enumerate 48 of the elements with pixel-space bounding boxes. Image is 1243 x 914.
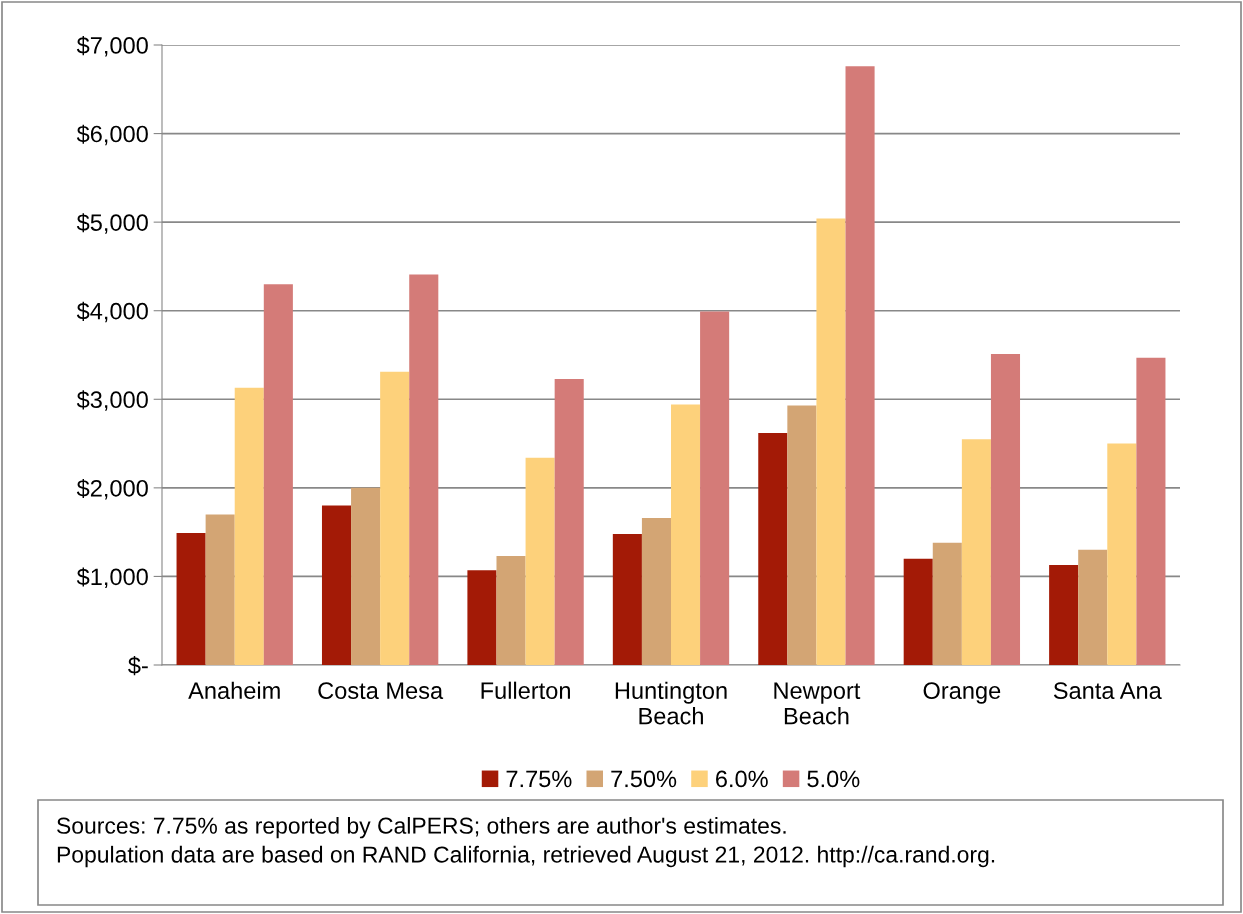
bar: [380, 371, 410, 665]
bar: [1078, 549, 1108, 665]
bar: [612, 533, 642, 665]
x-tick-label: Huntington Beach: [615, 681, 727, 725]
bar: [176, 533, 206, 665]
bar: [932, 542, 962, 665]
bar: [1107, 443, 1137, 665]
bar: [351, 487, 381, 665]
bar: [671, 404, 701, 665]
x-tick-label: Orange: [923, 682, 1001, 704]
legend-label: 7.50%: [611, 770, 677, 788]
y-tick-label: $1,000: [76, 567, 148, 589]
y-tick-label: $2,000: [76, 478, 148, 500]
bar: [554, 378, 584, 665]
x-tick-label: Fullerton: [481, 681, 570, 700]
bar: [1049, 564, 1079, 665]
legend-label: 7.75%: [506, 770, 572, 788]
bar: [321, 505, 352, 665]
bar: [467, 570, 497, 665]
legend-label: 5.0%: [807, 770, 860, 788]
y-tick-label: $-: [128, 656, 148, 676]
bar: [990, 354, 1021, 665]
bar: [787, 405, 817, 665]
y-tick-label: $6,000: [76, 124, 148, 146]
y-tick-label: $4,000: [76, 301, 148, 323]
bar: [816, 218, 846, 665]
x-tick-label: Anaheim: [188, 681, 280, 700]
bar: [758, 432, 788, 665]
bar: [1136, 357, 1166, 665]
bar: [409, 274, 439, 665]
x-tick-label: Newport Beach: [774, 682, 861, 725]
y-tick-label: $5,000: [76, 213, 148, 234]
source-note: Sources: 7.75% as reported by CalPERS; others are author's estimates. Population data are based on RAND California, retrieved August 21, 2012. http://ca.rand.org.: [57, 817, 995, 868]
bar: [525, 457, 555, 665]
bar: [263, 284, 293, 665]
y-tick-label: $3,000: [76, 390, 148, 411]
bar: [845, 66, 875, 665]
x-tick-label: Costa Mesa: [318, 682, 444, 700]
bar: [903, 558, 933, 665]
bar: [496, 556, 526, 665]
x-tick-label: Santa Ana: [1053, 682, 1162, 700]
legend-label: 6.0%: [716, 770, 768, 788]
bar: [205, 514, 235, 665]
bar: [700, 311, 730, 665]
y-tick-label: $7,000: [76, 36, 148, 57]
bar: [234, 387, 264, 665]
bar: [961, 439, 991, 665]
bar: [641, 517, 671, 665]
